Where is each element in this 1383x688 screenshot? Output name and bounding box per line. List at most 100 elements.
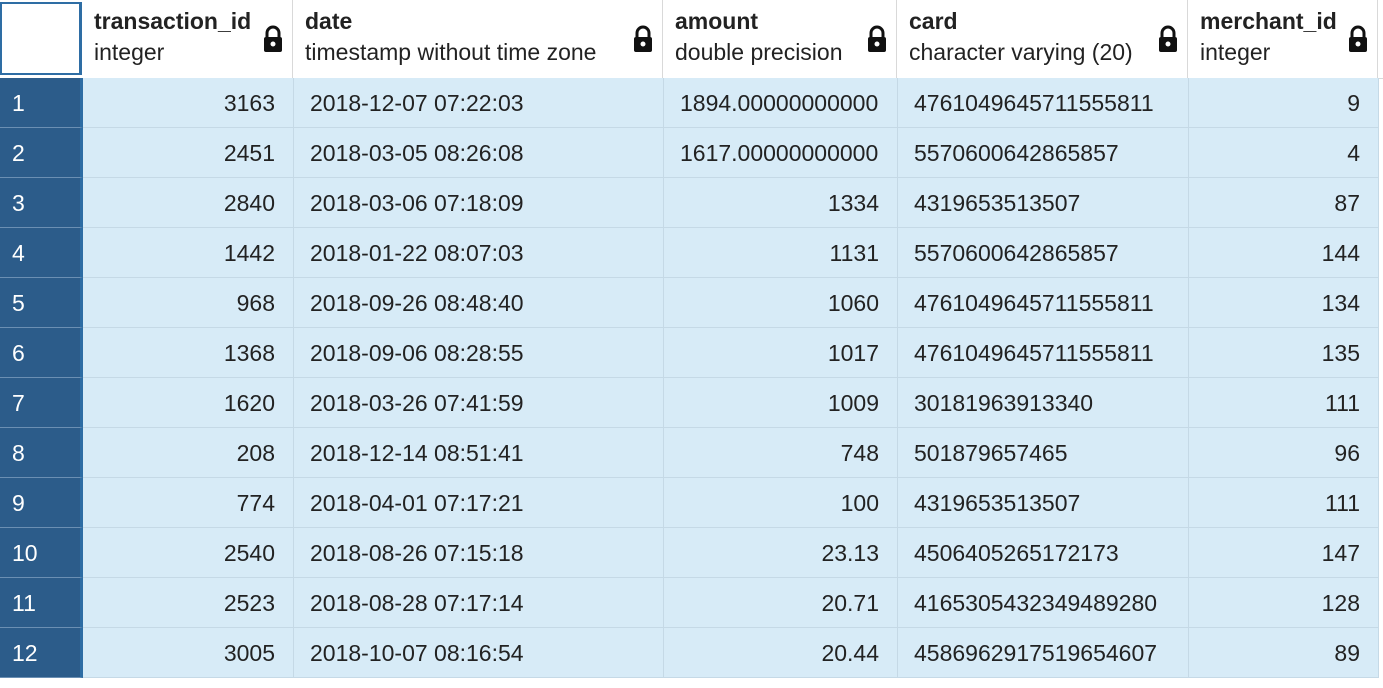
- table-row[interactable]: 6 1368 2018-09-06 08:28:55 1017 476104964571…: [0, 328, 1383, 378]
- cell-card[interactable]: 4761049645711555811: [898, 78, 1189, 128]
- cell-transaction-id[interactable]: 1442: [83, 228, 294, 278]
- cell-card[interactable]: 4761049645711555811: [898, 328, 1189, 378]
- lock-icon: [1159, 25, 1177, 52]
- cell-merchant-id[interactable]: 147: [1189, 528, 1379, 578]
- row-number[interactable]: 4: [0, 228, 83, 278]
- table-row[interactable]: 5 968 2018-09-26 08:48:40 1060 4761049645711…: [0, 278, 1383, 328]
- cell-amount[interactable]: 1060: [664, 278, 898, 328]
- cell-amount[interactable]: 1131: [664, 228, 898, 278]
- cell-transaction-id[interactable]: 2451: [83, 128, 294, 178]
- row-number[interactable]: 1: [0, 78, 83, 128]
- cell-card[interactable]: 30181963913340: [898, 378, 1189, 428]
- cell-date[interactable]: 2018-04-01 07:17:21: [294, 478, 664, 528]
- cell-transaction-id[interactable]: 968: [83, 278, 294, 328]
- cell-transaction-id[interactable]: 2523: [83, 578, 294, 628]
- cell-date[interactable]: 2018-01-22 08:07:03: [294, 228, 664, 278]
- table-row[interactable]: 8 208 2018-12-14 08:51:41 748 501879657465 96: [0, 428, 1383, 478]
- cell-merchant-id[interactable]: 96: [1189, 428, 1379, 478]
- cell-date[interactable]: 2018-12-07 07:22:03: [294, 78, 664, 128]
- cell-merchant-id[interactable]: 144: [1189, 228, 1379, 278]
- cell-merchant-id[interactable]: 128: [1189, 578, 1379, 628]
- column-header-card[interactable]: card character varying (20): [897, 0, 1188, 78]
- cell-amount[interactable]: 20.44: [664, 628, 898, 678]
- cell-merchant-id[interactable]: 9: [1189, 78, 1379, 128]
- cell-date[interactable]: 2018-12-14 08:51:41: [294, 428, 664, 478]
- cell-date[interactable]: 2018-03-05 08:26:08: [294, 128, 664, 178]
- column-type: character varying (20): [909, 39, 1133, 65]
- cell-amount[interactable]: 23.13: [664, 528, 898, 578]
- cell-transaction-id[interactable]: 774: [83, 478, 294, 528]
- cell-merchant-id[interactable]: 111: [1189, 378, 1379, 428]
- cell-card[interactable]: 4761049645711555811: [898, 278, 1189, 328]
- table-row[interactable]: 3 2840 2018-03-06 07:18:09 1334 431965351350…: [0, 178, 1383, 228]
- cell-amount[interactable]: 1017: [664, 328, 898, 378]
- cell-date[interactable]: 2018-09-06 08:28:55: [294, 328, 664, 378]
- table-row[interactable]: 9 774 2018-04-01 07:17:21 100 4319653513507 1…: [0, 478, 1383, 528]
- cell-date[interactable]: 2018-03-26 07:41:59: [294, 378, 664, 428]
- cell-transaction-id[interactable]: 208: [83, 428, 294, 478]
- cell-card[interactable]: 4165305432349489280: [898, 578, 1189, 628]
- row-number[interactable]: 6: [0, 328, 83, 378]
- column-type: double precision: [675, 39, 843, 65]
- cell-card[interactable]: 501879657465: [898, 428, 1189, 478]
- cell-merchant-id[interactable]: 87: [1189, 178, 1379, 228]
- column-header-merchant-id[interactable]: merchant_id integer: [1188, 0, 1378, 78]
- cell-amount[interactable]: 20.71: [664, 578, 898, 628]
- grid-header: transaction_id integer date timestamp wi…: [0, 0, 1383, 79]
- cell-merchant-id[interactable]: 89: [1189, 628, 1379, 678]
- cell-card[interactable]: 4506405265172173: [898, 528, 1189, 578]
- table-row[interactable]: 7 1620 2018-03-26 07:41:59 1009 301819639133…: [0, 378, 1383, 428]
- table-row[interactable]: 1 3163 2018-12-07 07:22:03 1894.00000000000…: [0, 78, 1383, 128]
- cell-transaction-id[interactable]: 2540: [83, 528, 294, 578]
- row-number[interactable]: 12: [0, 628, 83, 678]
- cell-merchant-id[interactable]: 111: [1189, 478, 1379, 528]
- cell-transaction-id[interactable]: 1368: [83, 328, 294, 378]
- table-row[interactable]: 10 2540 2018-08-26 07:15:18 23.13 4506405265…: [0, 528, 1383, 578]
- row-number[interactable]: 9: [0, 478, 83, 528]
- table-row[interactable]: 4 1442 2018-01-22 08:07:03 1131 557060064286…: [0, 228, 1383, 278]
- cell-card[interactable]: 5570600642865857: [898, 128, 1189, 178]
- table-row[interactable]: 12 3005 2018-10-07 08:16:54 20.44 4586962917…: [0, 628, 1383, 678]
- cell-date[interactable]: 2018-03-06 07:18:09: [294, 178, 664, 228]
- row-number[interactable]: 5: [0, 278, 83, 328]
- cell-merchant-id[interactable]: 4: [1189, 128, 1379, 178]
- table-row[interactable]: 2 2451 2018-03-05 08:26:08 1617.00000000000…: [0, 128, 1383, 178]
- lock-icon: [264, 25, 282, 52]
- cell-transaction-id[interactable]: 1620: [83, 378, 294, 428]
- select-all-corner[interactable]: [0, 2, 82, 75]
- column-header-date[interactable]: date timestamp without time zone: [293, 0, 663, 78]
- cell-amount[interactable]: 1894.00000000000: [664, 78, 898, 128]
- row-number[interactable]: 7: [0, 378, 83, 428]
- grid-body: 1 3163 2018-12-07 07:22:03 1894.00000000000…: [0, 78, 1383, 678]
- column-name: card: [909, 8, 958, 34]
- cell-date[interactable]: 2018-09-26 08:48:40: [294, 278, 664, 328]
- row-number[interactable]: 2: [0, 128, 83, 178]
- cell-transaction-id[interactable]: 2840: [83, 178, 294, 228]
- cell-card[interactable]: 4319653513507: [898, 178, 1189, 228]
- column-name: merchant_id: [1200, 8, 1337, 34]
- column-header-amount[interactable]: amount double precision: [663, 0, 897, 78]
- column-name: date: [305, 8, 353, 34]
- cell-date[interactable]: 2018-10-07 08:16:54: [294, 628, 664, 678]
- cell-amount[interactable]: 1334: [664, 178, 898, 228]
- cell-date[interactable]: 2018-08-28 07:17:14: [294, 578, 664, 628]
- cell-amount[interactable]: 1009: [664, 378, 898, 428]
- cell-card[interactable]: 4586962917519654607: [898, 628, 1189, 678]
- cell-date[interactable]: 2018-08-26 07:15:18: [294, 528, 664, 578]
- row-number[interactable]: 10: [0, 528, 83, 578]
- row-number[interactable]: 8: [0, 428, 83, 478]
- cell-merchant-id[interactable]: 135: [1189, 328, 1379, 378]
- cell-card[interactable]: 4319653513507: [898, 478, 1189, 528]
- column-header-transaction-id[interactable]: transaction_id integer: [82, 0, 293, 78]
- cell-amount[interactable]: 748: [664, 428, 898, 478]
- cell-merchant-id[interactable]: 134: [1189, 278, 1379, 328]
- row-number[interactable]: 3: [0, 178, 83, 228]
- table-row[interactable]: 11 2523 2018-08-28 07:17:14 20.71 4165305432…: [0, 578, 1383, 628]
- cell-transaction-id[interactable]: 3163: [83, 78, 294, 128]
- cell-transaction-id[interactable]: 3005: [83, 628, 294, 678]
- cell-amount[interactable]: 1617.00000000000: [664, 128, 898, 178]
- row-number[interactable]: 11: [0, 578, 83, 628]
- cell-card[interactable]: 5570600642865857: [898, 228, 1189, 278]
- cell-amount[interactable]: 100: [664, 478, 898, 528]
